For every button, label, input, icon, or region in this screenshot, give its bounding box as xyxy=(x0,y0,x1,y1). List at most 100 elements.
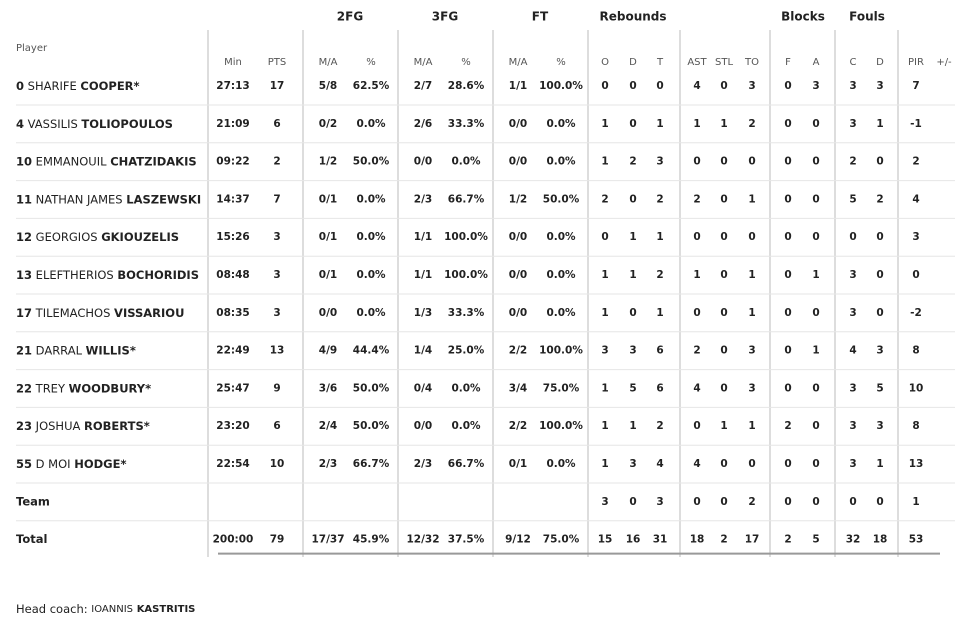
stat-cell: 0.0% xyxy=(356,118,386,130)
stat-cell: 4 xyxy=(656,458,663,470)
stat-cell: 0 xyxy=(720,156,727,168)
stat-cell: 1 xyxy=(720,420,727,432)
stat-cell: 0.0% xyxy=(356,307,386,319)
stat-cell: 3 xyxy=(601,345,608,357)
stat-cell: 1 xyxy=(601,420,608,432)
player-name: 10 EMMANOUIL CHATZIDAKIS xyxy=(16,154,197,168)
stat-cell: 0/0 xyxy=(509,156,527,168)
stat-cell: 22:49 xyxy=(216,345,249,357)
stat-cell: 1 xyxy=(748,307,755,319)
stat-cell: 44.4% xyxy=(353,345,390,357)
player-name: 17 TILEMACHOS VISSARIOU xyxy=(16,305,184,319)
stat-cell: 2/3 xyxy=(319,458,337,470)
stat-cell: 0.0% xyxy=(356,269,386,281)
stat-cell: 1/2 xyxy=(509,193,527,205)
stat-cell: 3 xyxy=(273,307,280,319)
stat-cell: 1 xyxy=(629,269,636,281)
stat-cell: 2 xyxy=(876,193,883,205)
stat-cell: 0/1 xyxy=(319,269,337,281)
stat-cell: 0 xyxy=(849,496,856,508)
stat-cell: 1/1 xyxy=(414,269,432,281)
stat-cell: 10 xyxy=(909,382,924,394)
player-name: 4 VASSILIS TOLIOPOULOS xyxy=(16,116,173,130)
stat-cell: 1/4 xyxy=(414,345,432,357)
stat-cell: 2 xyxy=(693,193,700,205)
stat-cell: 0 xyxy=(629,496,636,508)
stat-cell: 50.0% xyxy=(543,193,580,205)
coach-line: Head coach: IOANNIS KASTRITIS xyxy=(16,602,195,616)
stat-cell: 1 xyxy=(601,118,608,130)
stat-cell: 6 xyxy=(656,382,663,394)
stat-cell: 2 xyxy=(912,156,919,168)
column-header: TO xyxy=(744,57,759,68)
stat-cell: 0 xyxy=(748,231,755,243)
stat-cell: 3 xyxy=(849,80,856,92)
stat-cell: 0/2 xyxy=(319,118,337,130)
stat-cell: 09:22 xyxy=(216,156,249,168)
player-number: 22 xyxy=(16,381,32,395)
stat-cell: 2/6 xyxy=(414,118,432,130)
stat-cell: 25:47 xyxy=(216,382,249,394)
stat-cell: 0 xyxy=(720,496,727,508)
stat-cell: 28.6% xyxy=(448,80,485,92)
stat-cell: 0.0% xyxy=(546,118,576,130)
stat-cell: 1/1 xyxy=(414,231,432,243)
stat-cell: 0 xyxy=(812,193,819,205)
column-header: M/A xyxy=(509,57,528,68)
player-name: 11 NATHAN JAMES LASZEWSKI xyxy=(16,192,201,206)
stat-cell: 5/8 xyxy=(319,80,337,92)
stat-cell: 5 xyxy=(876,382,883,394)
stat-cell: 0.0% xyxy=(546,156,576,168)
stat-cell: 0 xyxy=(784,156,791,168)
stat-cell: 32 xyxy=(846,534,861,546)
stat-cell: 75.0% xyxy=(543,534,580,546)
stat-cell: 1 xyxy=(812,269,819,281)
stat-cell: 2 xyxy=(784,534,791,546)
stat-cell: 3 xyxy=(748,80,755,92)
stat-cell: 0/1 xyxy=(509,458,527,470)
stat-cell: 0 xyxy=(720,231,727,243)
stat-cell: 4 xyxy=(912,193,919,205)
stat-cell: 15:26 xyxy=(216,231,249,243)
stat-cell: 4/9 xyxy=(319,345,337,357)
stat-cell: 0.0% xyxy=(356,193,386,205)
stat-cell: 0.0% xyxy=(451,156,481,168)
stat-cell: 3 xyxy=(748,382,755,394)
stat-cell: 0/4 xyxy=(414,382,432,394)
stat-cell: -2 xyxy=(910,307,922,319)
stat-cell: 3/4 xyxy=(509,382,527,394)
stat-cell: 100.0% xyxy=(444,269,488,281)
stat-cell: 31 xyxy=(653,534,668,546)
stat-cell: 2 xyxy=(601,193,608,205)
stat-cell: 3 xyxy=(849,269,856,281)
player-last-name: GKIOUZELIS xyxy=(101,230,179,244)
stat-cell: 0 xyxy=(720,458,727,470)
column-header: M/A xyxy=(319,57,338,68)
stat-cell: 7 xyxy=(912,80,919,92)
player-number: 23 xyxy=(16,419,32,433)
stat-cell: 2/3 xyxy=(414,193,432,205)
stat-cell: 100.0% xyxy=(539,420,583,432)
stat-cell: 3 xyxy=(849,458,856,470)
player-first-name: EMMANOUIL xyxy=(36,154,107,168)
stat-cell: 0 xyxy=(629,193,636,205)
stat-cell: 62.5% xyxy=(353,80,390,92)
player-number: 55 xyxy=(16,457,32,471)
stat-cell: 0 xyxy=(601,80,608,92)
player-last-name: WILLIS* xyxy=(86,343,136,357)
stat-cell: 0 xyxy=(812,156,819,168)
stat-cell: 8 xyxy=(912,420,919,432)
stat-cell: 33.3% xyxy=(448,307,485,319)
column-header: +/- xyxy=(936,57,952,68)
stat-cell: 2 xyxy=(656,420,663,432)
stat-cell: 08:48 xyxy=(216,269,249,281)
stat-cell: 1 xyxy=(656,307,663,319)
player-last-name: CHATZIDAKIS xyxy=(110,154,196,168)
stat-cell: 50.0% xyxy=(353,420,390,432)
column-header: D xyxy=(629,57,637,68)
stat-cell: 18 xyxy=(690,534,705,546)
stat-cell: 1 xyxy=(748,420,755,432)
stat-cell: 1 xyxy=(629,231,636,243)
player-name: 22 TREY WOODBURY* xyxy=(16,381,151,395)
stat-cell: 3 xyxy=(849,382,856,394)
